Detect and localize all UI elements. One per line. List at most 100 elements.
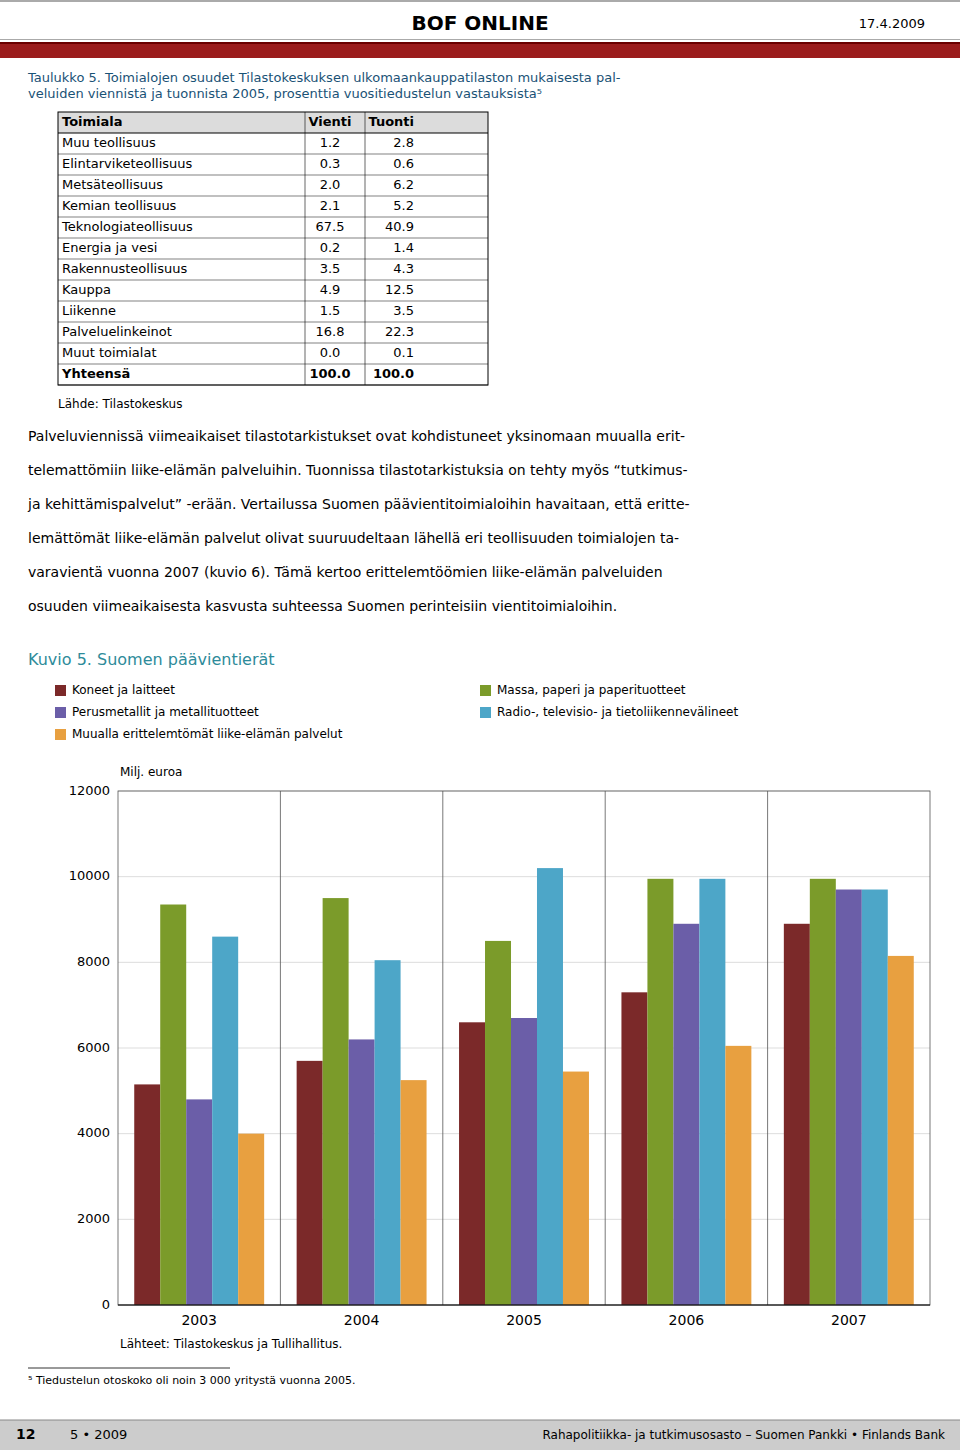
body-text: Palveluviennissä viimeaikaiset tilastota…	[28, 428, 685, 444]
bar	[297, 1061, 323, 1305]
table-title: Taulukko 5. Toimialojen osuudet Tilastok…	[27, 70, 621, 85]
x-tick-label: 2007	[831, 1312, 867, 1328]
footer-issue: 5 • 2009	[70, 1427, 127, 1442]
header-title: BOF ONLINE	[411, 11, 548, 35]
chart-title: Kuvio 5. Suomen päävientierät	[28, 650, 275, 669]
y-tick-label: 2000	[77, 1211, 110, 1226]
table-cell: 5.2	[393, 198, 414, 213]
table-cell: Palveluelinkeinot	[62, 324, 172, 339]
table-rule	[58, 133, 488, 134]
bar	[673, 924, 699, 1305]
table-cell: 4.9	[320, 282, 341, 297]
table-cell: 67.5	[316, 219, 345, 234]
table-divider	[365, 112, 366, 385]
table-cell: 40.9	[385, 219, 414, 234]
legend-label: Radio-, televisio- ja tietoliikennevälin…	[497, 705, 738, 719]
table-rule	[58, 238, 488, 239]
table-header: Tuonti	[368, 114, 414, 129]
bar	[323, 898, 349, 1305]
table-cell: 2.1	[320, 198, 341, 213]
table-cell: Liikenne	[62, 303, 116, 318]
red-bar	[0, 42, 960, 58]
table-rule	[58, 259, 488, 260]
bar	[134, 1084, 160, 1305]
table-rule	[58, 175, 488, 176]
table-cell: Muut toimialat	[62, 345, 157, 360]
footer-bg	[0, 1420, 960, 1450]
legend-label: Perusmetallit ja metallituotteet	[72, 705, 259, 719]
body-text: varavientä vuonna 2007 (kuvio 6). Tämä k…	[28, 564, 663, 580]
footer-rule	[0, 1420, 960, 1421]
header-rule	[0, 39, 960, 40]
table-rule	[58, 196, 488, 197]
bar	[888, 956, 914, 1305]
table-rule	[58, 364, 488, 365]
table-cell: 0.6	[393, 156, 414, 171]
table-cell: 0.3	[320, 156, 341, 171]
bar	[563, 1072, 589, 1305]
table-cell: Elintarviketeollisuus	[62, 156, 193, 171]
table-cell: 16.8	[316, 324, 345, 339]
bar	[212, 937, 238, 1305]
table-divider	[305, 112, 306, 385]
body-text: osuuden viimeaikaisesta kasvusta suhtees…	[28, 598, 617, 614]
bar	[810, 879, 836, 1305]
table-cell: Rakennusteollisuus	[62, 261, 187, 276]
legend-label: Muualla erittelemtömät liike-elämän palv…	[72, 727, 343, 741]
footnote-rule	[28, 1368, 230, 1369]
table-cell: 0.1	[393, 345, 414, 360]
table-cell: 100.0	[309, 366, 350, 381]
table-rule	[58, 217, 488, 218]
table-rule	[58, 301, 488, 302]
footer-page: 12	[16, 1426, 35, 1442]
table-cell: Metsäteollisuus	[62, 177, 163, 192]
y-tick-label: 12000	[69, 783, 110, 798]
body-text: lemättömät liike-elämän palvelut olivat …	[28, 530, 679, 546]
bar	[784, 924, 810, 1305]
bar	[647, 879, 673, 1305]
table-header: Vienti	[308, 114, 351, 129]
table-title: veluiden viennistä ja tuonnista 2005, pr…	[28, 86, 542, 101]
x-tick-label: 2005	[506, 1312, 542, 1328]
bar	[186, 1099, 212, 1305]
legend-label: Koneet ja laitteet	[72, 683, 175, 697]
group-divider	[280, 791, 281, 1305]
legend-swatch	[55, 707, 66, 718]
table-cell: 1.4	[393, 240, 414, 255]
x-axis	[118, 1305, 930, 1306]
footnote: ⁵ Tiedustelun otoskoko oli noin 3 000 yr…	[28, 1374, 355, 1387]
table-rule	[58, 322, 488, 323]
x-tick-label: 2004	[344, 1312, 380, 1328]
table-cell: Muu teollisuus	[62, 135, 156, 150]
bar	[699, 879, 725, 1305]
table-cell: 0.0	[320, 345, 341, 360]
table-cell: 1.5	[320, 303, 341, 318]
y-axis-label: Milj. euroa	[120, 765, 182, 779]
y-tick-label: 6000	[77, 1040, 110, 1055]
red-bar-edge	[0, 42, 960, 44]
grid-line	[118, 876, 930, 877]
bars	[134, 868, 914, 1305]
table-cell: 3.5	[393, 303, 414, 318]
legend-swatch	[480, 685, 491, 696]
bar	[725, 1046, 751, 1305]
page: BOF ONLINE 17.4.2009 Taulukko 5. Toimialoj…	[0, 0, 960, 1450]
table-cell: 4.3	[393, 261, 414, 276]
group-divider	[605, 791, 606, 1305]
table-cell: Kemian teollisuus	[62, 198, 177, 213]
grid-line	[118, 1305, 930, 1306]
chart-source: Lähteet: Tilastokeskus ja Tullihallitus.	[120, 1337, 342, 1351]
bar	[160, 905, 186, 1305]
table-cell: Kauppa	[62, 282, 111, 297]
y-tick-label: 4000	[77, 1125, 110, 1140]
bar	[537, 868, 563, 1305]
bar	[349, 1039, 375, 1305]
table-cell: 0.2	[320, 240, 341, 255]
header-date: 17.4.2009	[859, 16, 925, 31]
bar	[401, 1080, 427, 1305]
table-cell: 2.0	[320, 177, 341, 192]
bar	[511, 1018, 537, 1305]
x-tick-label: 2003	[181, 1312, 217, 1328]
group-divider	[442, 791, 443, 1305]
legend-swatch	[480, 707, 491, 718]
